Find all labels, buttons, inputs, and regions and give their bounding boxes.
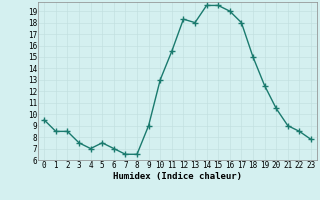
X-axis label: Humidex (Indice chaleur): Humidex (Indice chaleur)	[113, 172, 242, 181]
